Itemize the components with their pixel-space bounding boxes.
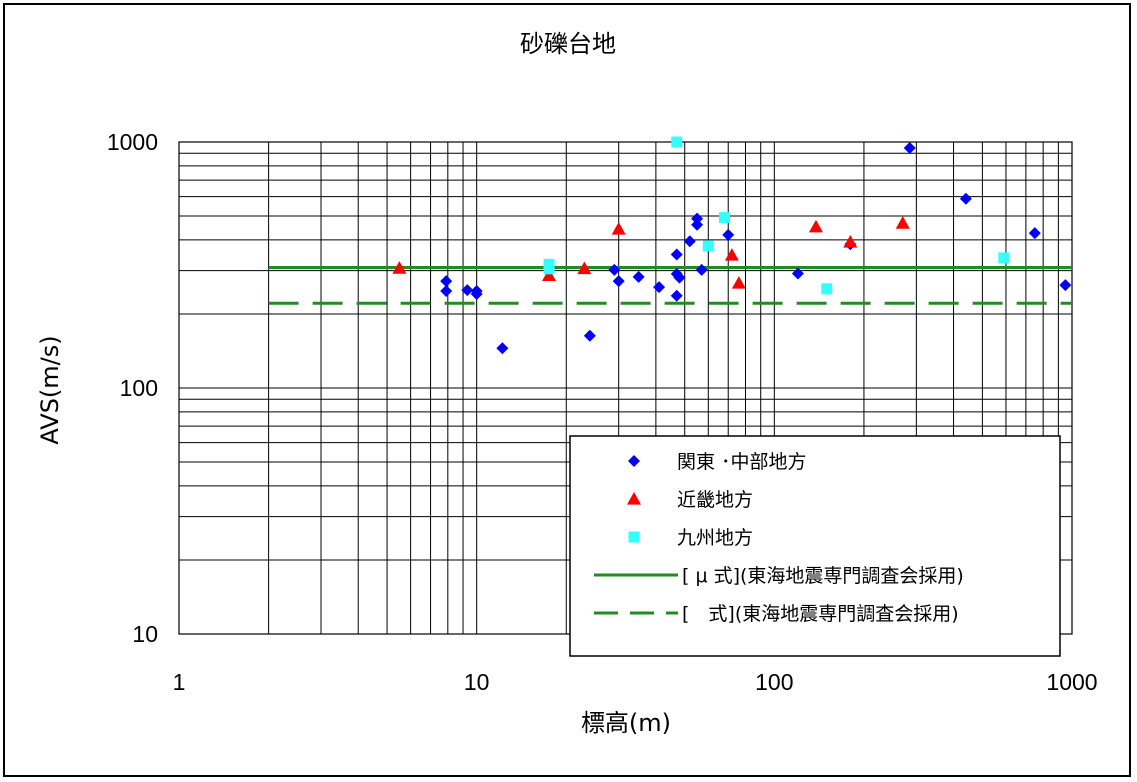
- point-diamond: [670, 248, 683, 261]
- point-triangle: [731, 276, 746, 289]
- y-axis-ticks: 10 100 1000: [107, 129, 158, 647]
- point-diamond: [959, 192, 972, 205]
- legend-label: 九州地方: [677, 527, 753, 549]
- x-tick-label: 100: [755, 669, 793, 695]
- point-diamond: [670, 289, 683, 302]
- point-square: [718, 212, 730, 224]
- legend-marker-triangle: [627, 492, 641, 505]
- legend-marker-diamond: [628, 455, 640, 467]
- legend-label: [ 式](東海地震専門調査会採用): [682, 603, 959, 625]
- point-diamond: [496, 342, 509, 355]
- point-diamond: [1028, 227, 1041, 240]
- point-diamond: [903, 142, 916, 155]
- point-diamond: [683, 235, 696, 248]
- point-square: [671, 136, 683, 148]
- point-triangle: [724, 248, 739, 261]
- data-points: [392, 136, 1072, 355]
- x-axis-ticks: 1 10 100 1000: [173, 669, 1098, 695]
- legend-box: [569, 435, 1061, 657]
- chart-title: 砂礫台地: [520, 30, 616, 58]
- point-diamond: [673, 271, 686, 284]
- point-triangle: [895, 216, 910, 229]
- point-diamond: [461, 284, 474, 297]
- point-triangle: [808, 219, 823, 233]
- point-square: [543, 263, 555, 275]
- y-tick-label: 100: [120, 375, 158, 401]
- point-diamond: [583, 329, 596, 342]
- x-tick-label: 10: [464, 669, 490, 695]
- point-triangle: [542, 268, 557, 281]
- point-diamond: [608, 263, 621, 276]
- point-triangle: [611, 221, 626, 235]
- legend-label: 関東 ･中部地方: [677, 451, 807, 473]
- point-diamond: [612, 275, 625, 288]
- point-diamond: [632, 270, 645, 283]
- legend-label: [ μ 式](東海地震専門調査会採用): [682, 565, 964, 587]
- y-tick-label: 10: [132, 621, 158, 647]
- legend-label: 近畿地方: [677, 489, 753, 511]
- point-diamond: [1059, 279, 1072, 292]
- point-diamond: [791, 267, 804, 280]
- point-diamond: [695, 263, 708, 276]
- legend-marker-square: [628, 531, 640, 543]
- x-tick-label: 1: [173, 669, 186, 695]
- point-diamond: [691, 212, 704, 225]
- point-diamond: [653, 281, 666, 294]
- x-axis-label: 標高(m): [581, 709, 671, 737]
- point-diamond: [691, 218, 704, 231]
- point-square: [702, 240, 714, 252]
- series-lines: [268, 265, 1072, 305]
- y-axis-label: AVS(m/s): [36, 335, 64, 444]
- point-triangle: [843, 235, 858, 248]
- point-diamond: [440, 284, 453, 297]
- x-tick-label: 1000: [1046, 669, 1097, 695]
- point-diamond: [470, 288, 483, 301]
- point-diamond: [440, 275, 453, 288]
- y-tick-label: 1000: [107, 129, 158, 155]
- point-diamond: [722, 228, 735, 241]
- point-square: [821, 283, 833, 295]
- point-triangle: [577, 261, 592, 275]
- point-square: [998, 252, 1010, 264]
- point-triangle: [392, 261, 407, 274]
